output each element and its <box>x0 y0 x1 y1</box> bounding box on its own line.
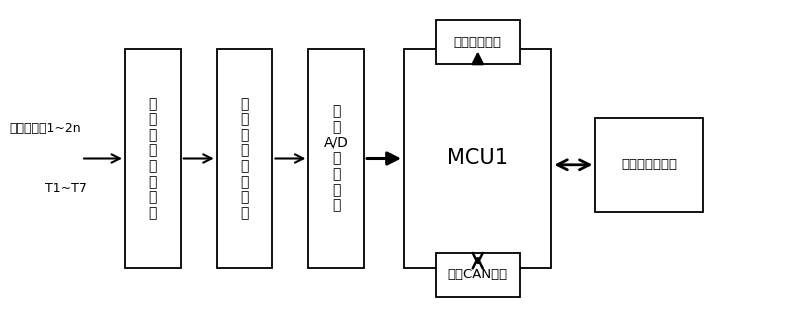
Bar <box>217 49 273 268</box>
Text: MCU1: MCU1 <box>447 148 508 169</box>
Text: 第一CAN模块: 第一CAN模块 <box>448 268 508 281</box>
Bar <box>436 253 519 297</box>
Bar <box>595 118 703 212</box>
Text: T1~T7: T1~T7 <box>46 182 87 195</box>
Bar <box>404 49 551 268</box>
Text: 温度变送器1~2n: 温度变送器1~2n <box>10 122 81 135</box>
Text: 第一看门狗电路: 第一看门狗电路 <box>621 158 677 171</box>
Text: 第一电源模块: 第一电源模块 <box>454 36 502 49</box>
Text: 第
一
多
路
选
择
开
关: 第 一 多 路 选 择 开 关 <box>149 97 157 220</box>
Text: 第
一
A/D
采
样
模
块: 第 一 A/D 采 样 模 块 <box>324 105 349 212</box>
Text: 第
一
信
号
调
理
电
路: 第 一 信 号 调 理 电 路 <box>240 97 249 220</box>
Bar <box>436 20 519 64</box>
Bar <box>308 49 364 268</box>
Bar <box>125 49 181 268</box>
